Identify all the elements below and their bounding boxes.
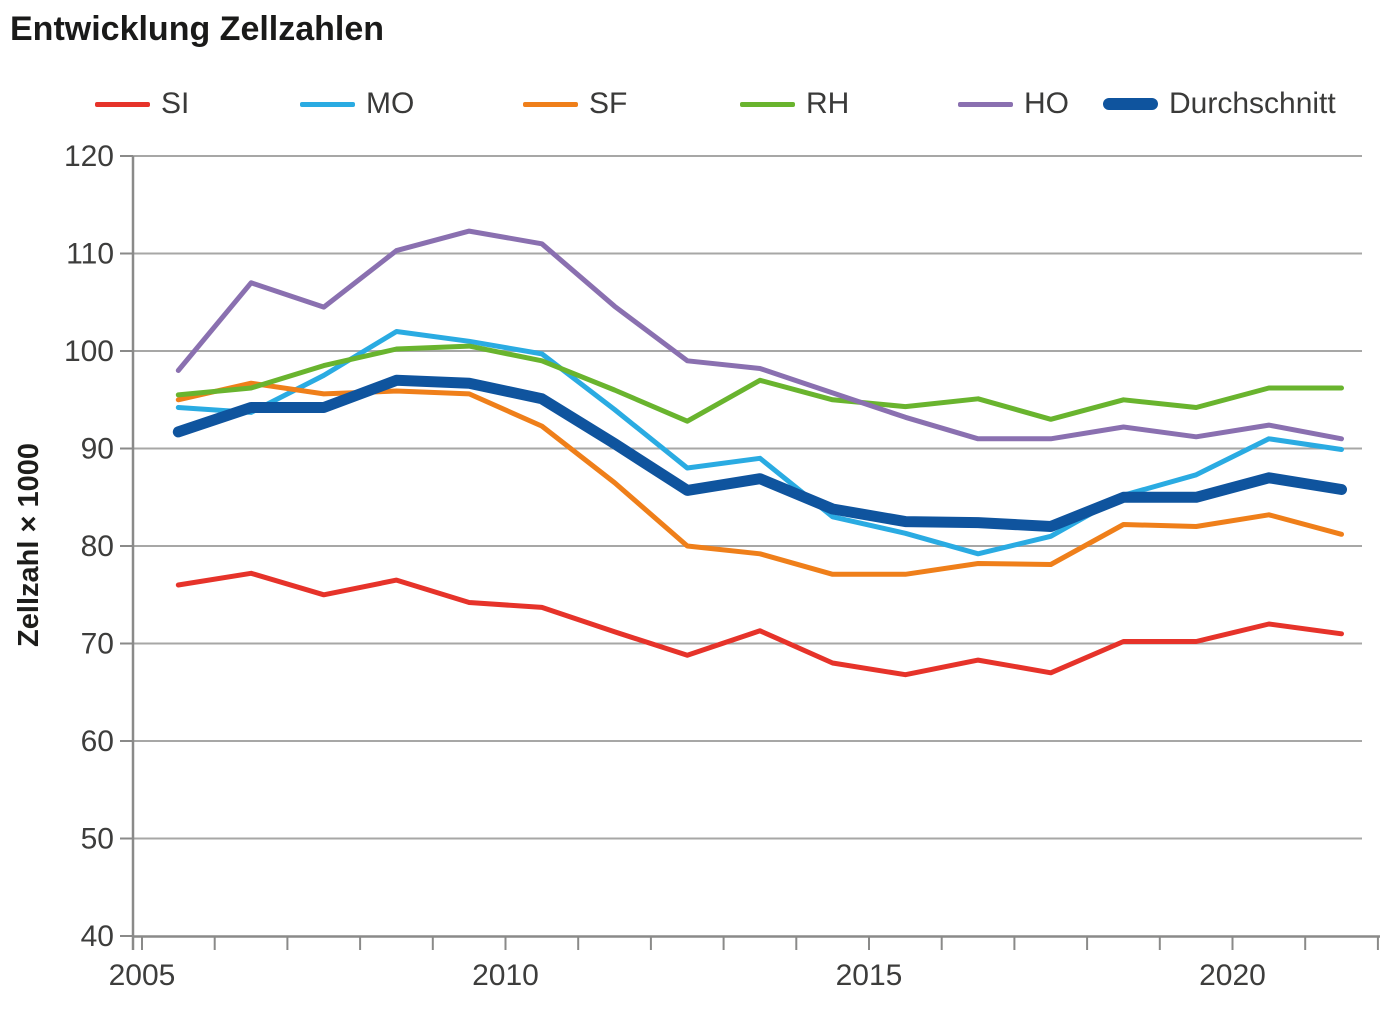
- legend-item-HO: HO: [958, 86, 1069, 122]
- axes: [120, 155, 1380, 950]
- legend-label-SF: SF: [589, 87, 628, 120]
- x-tick-label: 2020: [1199, 959, 1266, 992]
- legend-item-SF: SF: [523, 86, 627, 122]
- gridlines: [133, 155, 1362, 840]
- series-line-SI: [175, 570, 1344, 678]
- x-tick-label: 2010: [472, 959, 539, 992]
- legend-label-Durchschnitt: Durchschnitt: [1169, 87, 1336, 120]
- legend-item-SI: SI: [95, 86, 189, 122]
- series-line-HO: [175, 228, 1344, 442]
- legend-label-HO: HO: [1024, 87, 1069, 120]
- legend-swatch-SF: [523, 101, 578, 107]
- y-tick-label: 90: [81, 433, 114, 466]
- y-tick-label: 80: [81, 530, 114, 563]
- y-tick-label: 40: [81, 920, 114, 953]
- y-tick-label: 50: [81, 823, 114, 856]
- chart-title: Entwicklung Zellzahlen: [10, 10, 385, 48]
- legend-swatch-HO: [958, 101, 1013, 107]
- legend-item-MO: MO: [300, 86, 414, 122]
- y-tick-label: 60: [81, 725, 114, 758]
- legend-label-MO: MO: [366, 87, 415, 120]
- legend-swatch-RH: [740, 101, 795, 107]
- legend-item-Durchschnitt: Durchschnitt: [1103, 86, 1336, 122]
- legend-label-SI: SI: [161, 87, 190, 120]
- x-tick-label: 2005: [109, 959, 176, 992]
- chart-legend: SI MO SF RH HO Durchschnitt: [0, 86, 1400, 122]
- y-tick-label: 110: [66, 238, 114, 271]
- x-tick-label: 2015: [836, 959, 903, 992]
- tick-labels: 40 50 60 70 80 90 100 110 120 2005 2010 2015 2020: [64, 140, 1266, 992]
- series-line-RH: [175, 343, 1344, 424]
- y-axis-title: Zellzahl × 1000: [13, 443, 45, 647]
- legend-swatch-MO: [300, 101, 355, 107]
- y-tick-label: 100: [64, 335, 114, 368]
- y-tick-label: 120: [64, 140, 114, 173]
- legend-swatch-SI: [95, 101, 150, 107]
- legend-label-RH: RH: [806, 87, 850, 120]
- legend-item-RH: RH: [740, 86, 849, 122]
- series-line-Durchschnitt: [172, 374, 1347, 532]
- y-tick-label: 70: [81, 628, 114, 661]
- series-line-MO: [175, 329, 1344, 557]
- legend-swatch-Durchschnitt: [1103, 98, 1158, 110]
